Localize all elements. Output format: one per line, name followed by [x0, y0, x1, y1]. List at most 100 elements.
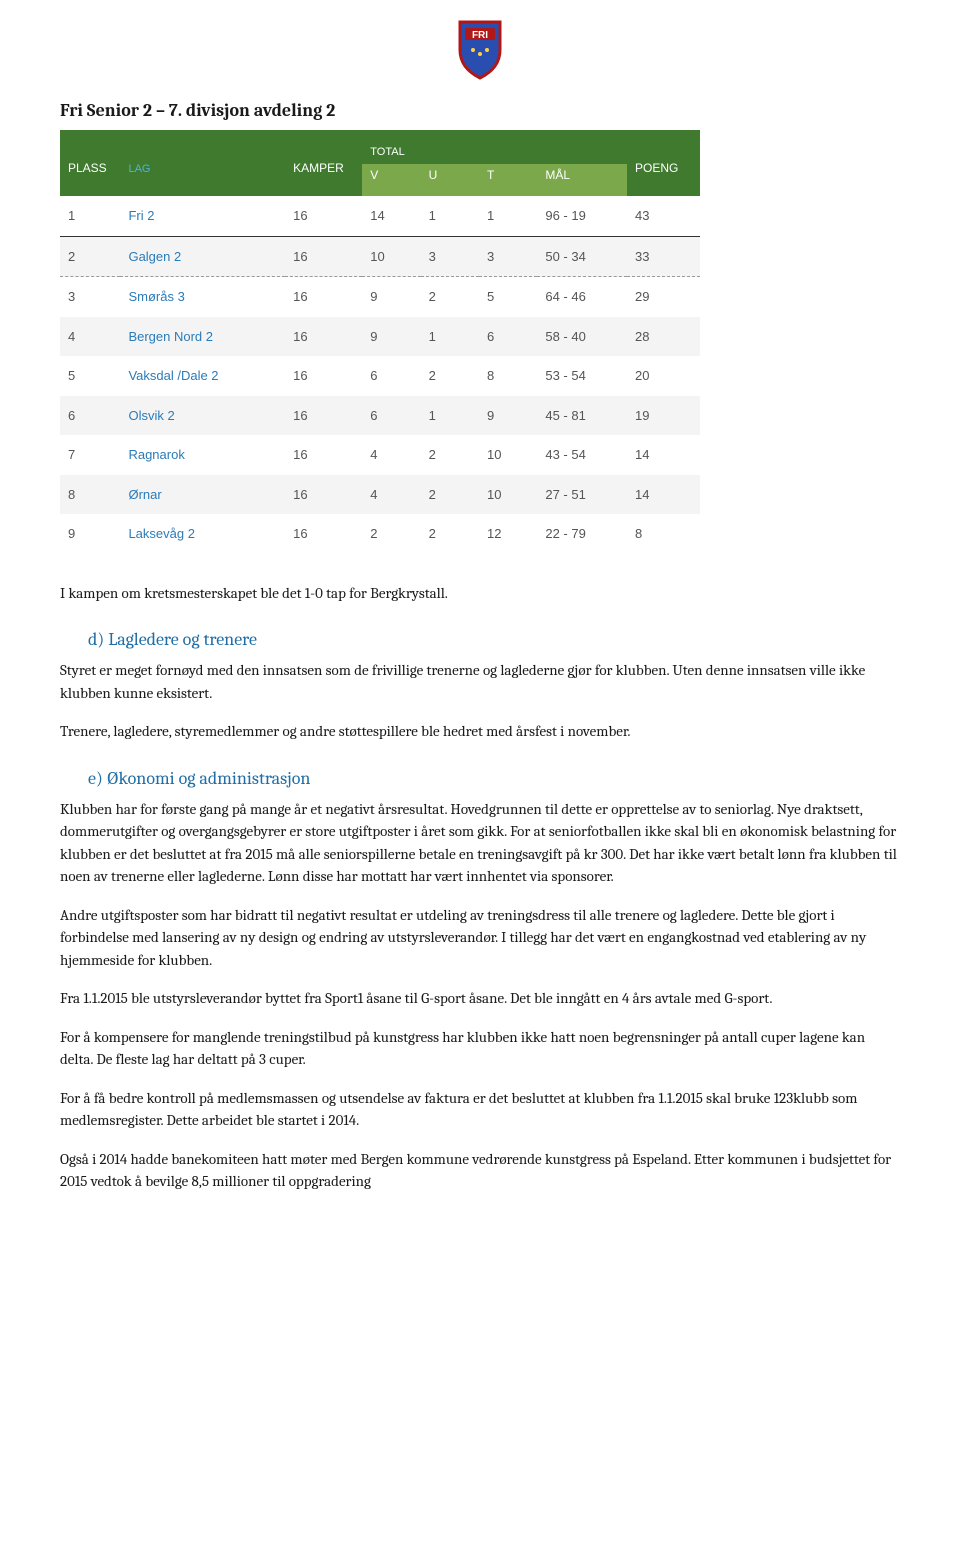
- cell-plass: 5: [60, 356, 120, 396]
- team-link[interactable]: Laksevåg 2: [128, 526, 195, 541]
- cell-mal: 50 - 34: [537, 236, 627, 277]
- cell-v: 6: [362, 396, 420, 436]
- cell-plass: 6: [60, 396, 120, 436]
- cell-lag: Laksevåg 2: [120, 514, 285, 554]
- col-header-mal: MÅL: [537, 164, 627, 196]
- cell-lag: Fri 2: [120, 196, 285, 236]
- cell-poeng: 43: [627, 196, 700, 236]
- cell-poeng: 20: [627, 356, 700, 396]
- cell-v: 2: [362, 514, 420, 554]
- cell-kamper: 16: [285, 356, 362, 396]
- col-header-total: TOTAL: [362, 130, 627, 165]
- cell-mal: 64 - 46: [537, 277, 627, 317]
- section-e-p6: Også i 2014 hadde banekomiteen hatt møte…: [60, 1148, 900, 1193]
- table-row: 2 Galgen 2 16 10 3 3 50 - 34 33: [60, 236, 700, 277]
- cell-lag: Bergen Nord 2: [120, 317, 285, 357]
- cell-kamper: 16: [285, 435, 362, 475]
- cell-plass: 7: [60, 435, 120, 475]
- col-header-lag: LAG: [120, 130, 285, 197]
- cell-u: 2: [421, 475, 479, 515]
- cell-u: 2: [421, 435, 479, 475]
- cell-lag: Ragnarok: [120, 435, 285, 475]
- cell-mal: 22 - 79: [537, 514, 627, 554]
- section-e-p1: Klubben har for første gang på mange år …: [60, 798, 900, 888]
- cell-kamper: 16: [285, 514, 362, 554]
- logo-text: FRI: [472, 30, 488, 41]
- team-link[interactable]: Galgen 2: [128, 249, 181, 264]
- col-header-kamper: KAMPER: [285, 130, 362, 197]
- team-link[interactable]: Vaksdal /Dale 2: [128, 368, 218, 383]
- cell-kamper: 16: [285, 277, 362, 317]
- cell-plass: 2: [60, 236, 120, 277]
- league-table: PLASS LAG KAMPER TOTAL POENG V U T MÅL 1…: [60, 130, 700, 554]
- page-title: Fri Senior 2 – 7. divisjon avdeling 2: [60, 97, 900, 124]
- cell-poeng: 8: [627, 514, 700, 554]
- team-link[interactable]: Ørnar: [128, 487, 161, 502]
- cell-t: 3: [479, 236, 537, 277]
- cell-lag: Smørås 3: [120, 277, 285, 317]
- cell-v: 4: [362, 435, 420, 475]
- header-logo-wrap: FRI: [60, 20, 900, 87]
- cell-plass: 8: [60, 475, 120, 515]
- cell-u: 1: [421, 396, 479, 436]
- cell-mal: 58 - 40: [537, 317, 627, 357]
- lag-header-link[interactable]: LAG: [128, 163, 150, 175]
- cell-kamper: 16: [285, 475, 362, 515]
- cell-t: 1: [479, 196, 537, 236]
- cell-plass: 1: [60, 196, 120, 236]
- col-header-plass: PLASS: [60, 130, 120, 197]
- cell-mal: 43 - 54: [537, 435, 627, 475]
- table-row: 3 Smørås 3 16 9 2 5 64 - 46 29: [60, 277, 700, 317]
- cell-kamper: 16: [285, 396, 362, 436]
- table-row: 8 Ørnar 16 4 2 10 27 - 51 14: [60, 475, 700, 515]
- cell-kamper: 16: [285, 317, 362, 357]
- team-link[interactable]: Smørås 3: [128, 289, 184, 304]
- cell-kamper: 16: [285, 236, 362, 277]
- cell-lag: Olsvik 2: [120, 396, 285, 436]
- team-link[interactable]: Bergen Nord 2: [128, 329, 213, 344]
- cell-u: 2: [421, 277, 479, 317]
- table-row: 5 Vaksdal /Dale 2 16 6 2 8 53 - 54 20: [60, 356, 700, 396]
- section-e-p5: For å få bedre kontroll på medlemsmassen…: [60, 1087, 900, 1132]
- cell-v: 4: [362, 475, 420, 515]
- cell-poeng: 33: [627, 236, 700, 277]
- section-d-p1: Styret er meget fornøyd med den innsatse…: [60, 659, 900, 704]
- table-row: 6 Olsvik 2 16 6 1 9 45 - 81 19: [60, 396, 700, 436]
- team-link[interactable]: Olsvik 2: [128, 408, 174, 423]
- cell-mal: 96 - 19: [537, 196, 627, 236]
- cell-v: 9: [362, 277, 420, 317]
- cell-t: 10: [479, 435, 537, 475]
- club-logo-icon: FRI: [455, 20, 505, 80]
- cell-u: 3: [421, 236, 479, 277]
- cell-poeng: 14: [627, 475, 700, 515]
- col-header-t: T: [479, 164, 537, 196]
- cell-plass: 4: [60, 317, 120, 357]
- intro-paragraph: I kampen om kretsmesterskapet ble det 1-…: [60, 582, 900, 605]
- cell-plass: 3: [60, 277, 120, 317]
- section-d-heading: d) Lagledere og trenere: [60, 626, 900, 653]
- team-link[interactable]: Ragnarok: [128, 447, 184, 462]
- cell-plass: 9: [60, 514, 120, 554]
- cell-lag: Vaksdal /Dale 2: [120, 356, 285, 396]
- col-header-poeng: POENG: [627, 130, 700, 197]
- table-row: 4 Bergen Nord 2 16 9 1 6 58 - 40 28: [60, 317, 700, 357]
- cell-kamper: 16: [285, 196, 362, 236]
- league-table-body: 1 Fri 2 16 14 1 1 96 - 19 43 2 Galgen 2 …: [60, 196, 700, 554]
- col-header-u: U: [421, 164, 479, 196]
- cell-lag: Galgen 2: [120, 236, 285, 277]
- section-d-p2: Trenere, lagledere, styremedlemmer og an…: [60, 720, 900, 743]
- cell-poeng: 28: [627, 317, 700, 357]
- table-row: 9 Laksevåg 2 16 2 2 12 22 - 79 8: [60, 514, 700, 554]
- cell-mal: 53 - 54: [537, 356, 627, 396]
- table-row: 1 Fri 2 16 14 1 1 96 - 19 43: [60, 196, 700, 236]
- league-table-wrap: PLASS LAG KAMPER TOTAL POENG V U T MÅL 1…: [60, 130, 900, 554]
- cell-t: 10: [479, 475, 537, 515]
- team-link[interactable]: Fri 2: [128, 208, 154, 223]
- cell-u: 1: [421, 317, 479, 357]
- section-e-heading: e) Økonomi og administrasjon: [60, 765, 900, 792]
- cell-mal: 27 - 51: [537, 475, 627, 515]
- cell-u: 2: [421, 514, 479, 554]
- table-row: 7 Ragnarok 16 4 2 10 43 - 54 14: [60, 435, 700, 475]
- cell-v: 6: [362, 356, 420, 396]
- cell-t: 8: [479, 356, 537, 396]
